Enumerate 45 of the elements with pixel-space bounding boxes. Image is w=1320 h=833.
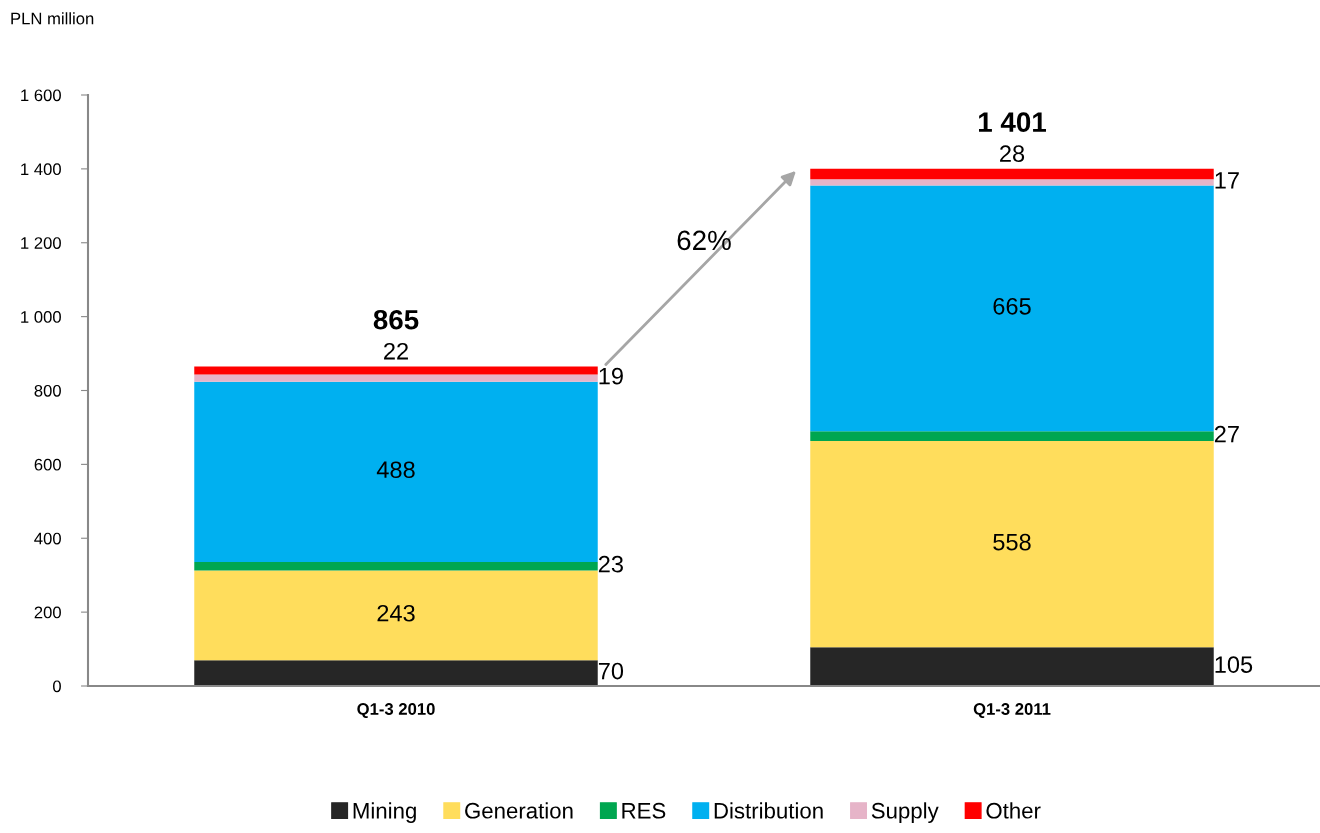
data-label: 70 xyxy=(598,662,624,680)
bar xyxy=(194,570,598,661)
data-label: 19 xyxy=(599,367,623,385)
total-label: 865 xyxy=(373,309,419,330)
legend-label: Supply xyxy=(871,802,939,823)
legend-label: Mining xyxy=(353,802,416,823)
y-tick-label: 1 400 xyxy=(21,163,61,176)
x-tick-label: Q1-3 2010 xyxy=(357,703,435,719)
bar xyxy=(194,561,598,571)
bar xyxy=(810,647,1214,686)
data-label: 105 xyxy=(1215,656,1253,673)
y-tick-label: 800 xyxy=(34,384,61,397)
y-tick-label: 600 xyxy=(34,458,61,471)
bar xyxy=(194,366,598,375)
data-label: 27 xyxy=(1214,425,1239,443)
legend-label: Distribution xyxy=(714,802,823,819)
y-tick-label: 200 xyxy=(34,606,61,619)
legend-label: Other xyxy=(986,802,1041,819)
bar xyxy=(194,374,598,382)
y-tick-label: 400 xyxy=(34,532,61,545)
data-label: 23 xyxy=(598,555,623,573)
y-tick-label: 1 600 xyxy=(21,89,61,102)
legend-label: RES xyxy=(622,802,666,819)
bar xyxy=(194,660,598,686)
legend-label: Generation xyxy=(465,802,573,819)
bar xyxy=(194,381,598,562)
data-label: 17 xyxy=(1215,172,1239,189)
bar xyxy=(810,441,1214,648)
data-label: 665 xyxy=(993,297,1031,315)
y-tick-label: 1 000 xyxy=(21,311,61,323)
y-axis-title: PLN million xyxy=(11,12,94,25)
x-tick-label: Q1-3 2011 xyxy=(973,703,1051,719)
data-label: 28 xyxy=(1000,145,1025,162)
data-label: 243 xyxy=(377,604,415,622)
bar xyxy=(810,179,1214,186)
data-label: 558 xyxy=(993,533,1031,551)
data-label: 488 xyxy=(376,461,415,479)
y-tick-label: 1 200 xyxy=(21,237,61,249)
bar xyxy=(810,185,1214,432)
annotation: 62% xyxy=(677,230,731,251)
y-tick-label: 0 xyxy=(52,680,61,693)
total-label: 1 401 xyxy=(979,112,1046,132)
data-label: 22 xyxy=(384,342,408,360)
bar xyxy=(810,168,1214,180)
bar xyxy=(810,431,1214,442)
